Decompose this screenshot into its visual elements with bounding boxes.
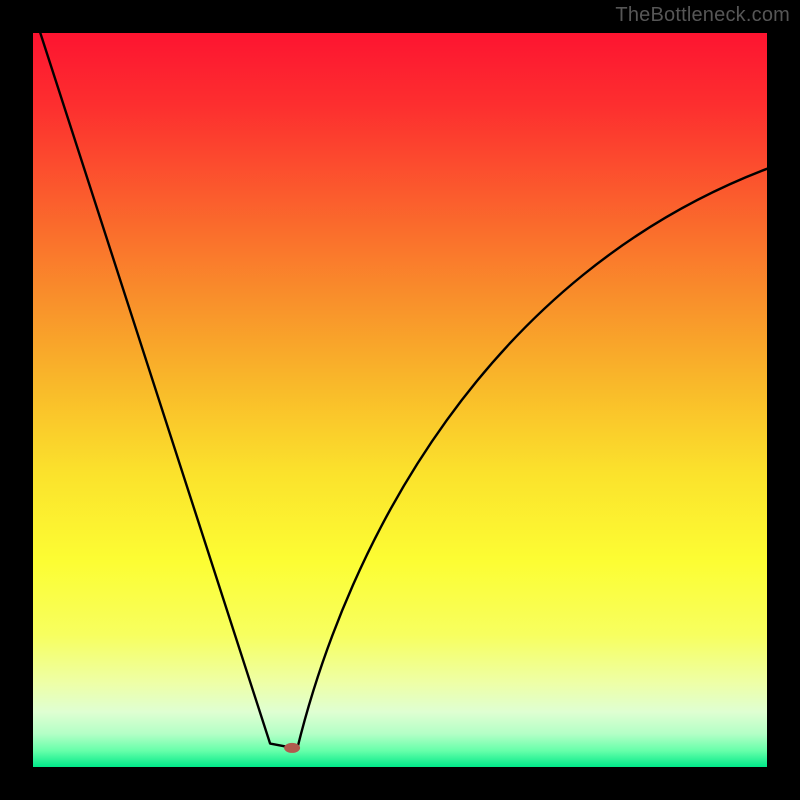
gradient-plot-area bbox=[33, 33, 767, 767]
chart-svg bbox=[0, 0, 800, 800]
marker-dot bbox=[284, 743, 300, 753]
chart-stage: TheBottleneck.com bbox=[0, 0, 800, 800]
watermark-text: TheBottleneck.com bbox=[615, 4, 790, 27]
